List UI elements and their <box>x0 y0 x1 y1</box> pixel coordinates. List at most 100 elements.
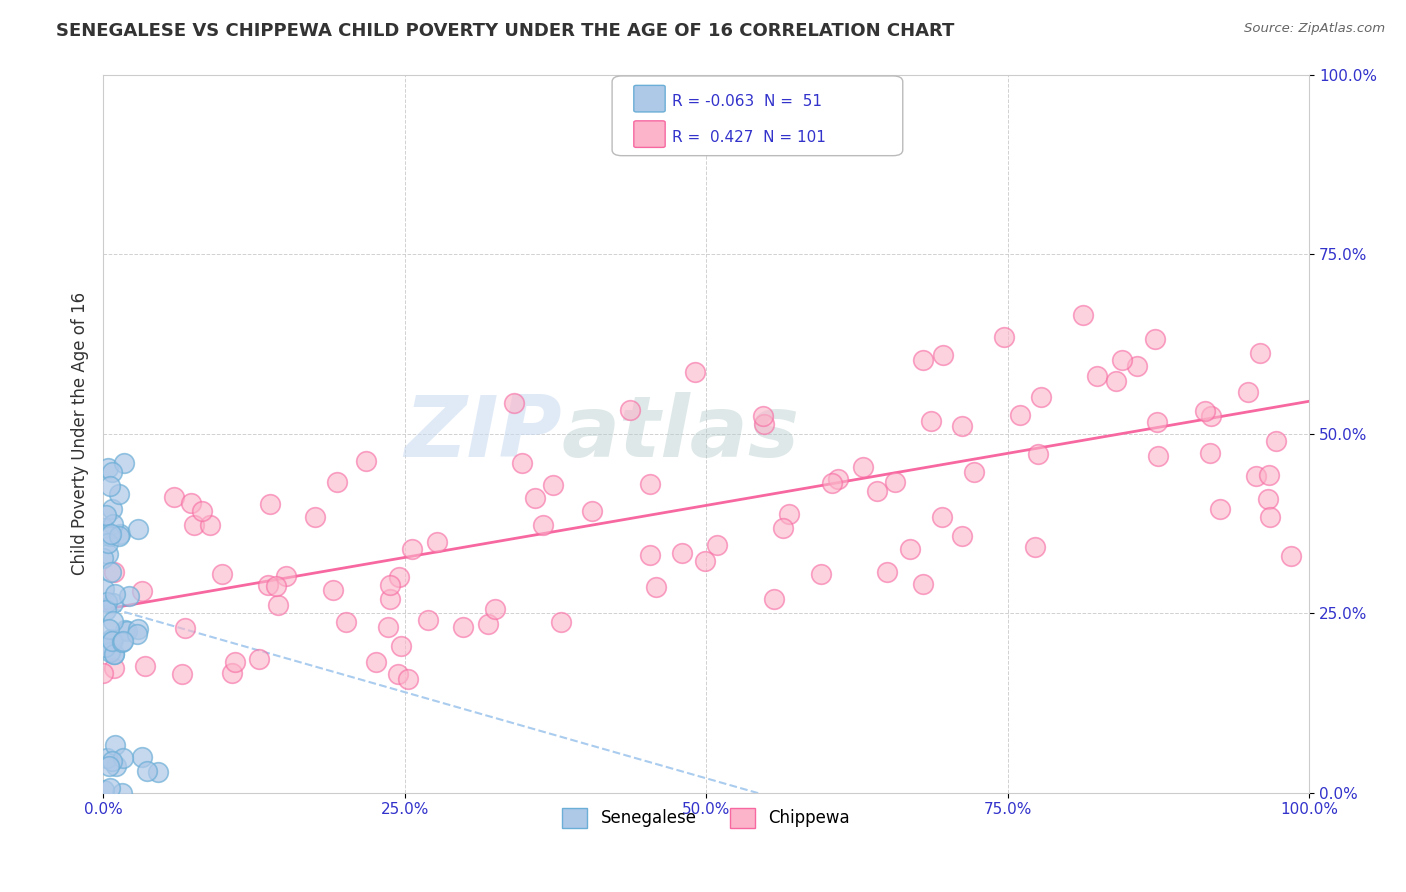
Point <box>502 396 524 410</box>
Point <box>900 541 922 556</box>
Legend: Senegalese, Chippewa: Senegalese, Chippewa <box>555 801 856 835</box>
Point <box>1199 445 1222 459</box>
Point <box>104 738 127 752</box>
Point <box>103 565 125 579</box>
Point <box>883 475 905 490</box>
Point <box>912 576 935 591</box>
Point <box>335 615 357 629</box>
Point <box>93 783 115 797</box>
Point <box>170 666 193 681</box>
Text: ZIP: ZIP <box>404 392 561 475</box>
Point <box>224 655 246 669</box>
Point <box>993 330 1015 344</box>
Point <box>247 651 270 665</box>
Point <box>93 521 115 535</box>
Point <box>98 644 121 658</box>
Text: atlas: atlas <box>561 392 800 475</box>
Point <box>211 567 233 582</box>
Point <box>114 623 136 637</box>
Point <box>1024 541 1046 555</box>
Point <box>94 508 117 522</box>
Point <box>221 665 243 680</box>
Point <box>638 548 661 562</box>
Point <box>950 529 973 543</box>
Point <box>950 418 973 433</box>
Point <box>98 780 121 795</box>
Point <box>827 472 849 486</box>
Point <box>103 633 125 648</box>
Point <box>105 759 128 773</box>
Point <box>127 522 149 536</box>
Point <box>1265 434 1288 448</box>
Point <box>191 504 214 518</box>
Point <box>131 750 153 764</box>
Point <box>93 582 115 596</box>
Point <box>94 640 117 654</box>
Point <box>401 541 423 556</box>
Point <box>264 579 287 593</box>
Point <box>276 568 298 582</box>
Point <box>326 475 349 489</box>
Point <box>101 466 124 480</box>
Point <box>100 565 122 579</box>
Point <box>1073 309 1095 323</box>
Point <box>118 589 141 603</box>
Point <box>112 456 135 470</box>
Point <box>389 640 412 654</box>
Point <box>96 595 118 609</box>
Point <box>1194 404 1216 418</box>
Point <box>1105 374 1128 388</box>
Point <box>1126 359 1149 373</box>
Point <box>148 764 170 779</box>
Point <box>198 517 221 532</box>
Point <box>388 570 411 584</box>
Point <box>259 497 281 511</box>
Point <box>97 547 120 561</box>
Point <box>91 665 114 680</box>
Y-axis label: Child Poverty Under the Age of 16: Child Poverty Under the Age of 16 <box>72 292 89 575</box>
Point <box>97 461 120 475</box>
Point <box>912 353 935 368</box>
Point <box>706 538 728 552</box>
Point <box>107 529 129 543</box>
Text: R =  0.427  N = 101: R = 0.427 N = 101 <box>672 130 827 145</box>
Point <box>1257 491 1279 506</box>
Point <box>852 460 875 475</box>
Point <box>103 661 125 675</box>
Point <box>693 554 716 568</box>
Point <box>115 624 138 639</box>
Point <box>93 551 115 566</box>
Point <box>1010 408 1032 422</box>
Point <box>304 510 326 524</box>
Point <box>97 536 120 550</box>
FancyBboxPatch shape <box>634 86 665 112</box>
Point <box>876 565 898 579</box>
Point <box>134 659 156 673</box>
Point <box>101 517 124 532</box>
Point <box>763 592 786 607</box>
Point <box>1244 469 1267 483</box>
Point <box>108 527 131 541</box>
Point <box>183 517 205 532</box>
Point <box>931 510 953 524</box>
Point <box>378 591 401 606</box>
Point <box>524 491 547 505</box>
Point <box>111 634 134 648</box>
Point <box>100 632 122 646</box>
Point <box>1146 415 1168 429</box>
Point <box>101 502 124 516</box>
Point <box>751 409 773 423</box>
Point <box>932 348 955 362</box>
FancyBboxPatch shape <box>634 120 665 147</box>
Point <box>98 529 121 543</box>
Point <box>512 456 534 470</box>
Point <box>104 587 127 601</box>
Point <box>103 647 125 661</box>
Text: SENEGALESE VS CHIPPEWA CHILD POVERTY UNDER THE AGE OF 16 CORRELATION CHART: SENEGALESE VS CHIPPEWA CHILD POVERTY UND… <box>56 22 955 40</box>
Point <box>396 672 419 686</box>
Point <box>531 517 554 532</box>
Point <box>111 786 134 800</box>
Point <box>366 656 388 670</box>
Point <box>354 453 377 467</box>
Point <box>322 582 344 597</box>
